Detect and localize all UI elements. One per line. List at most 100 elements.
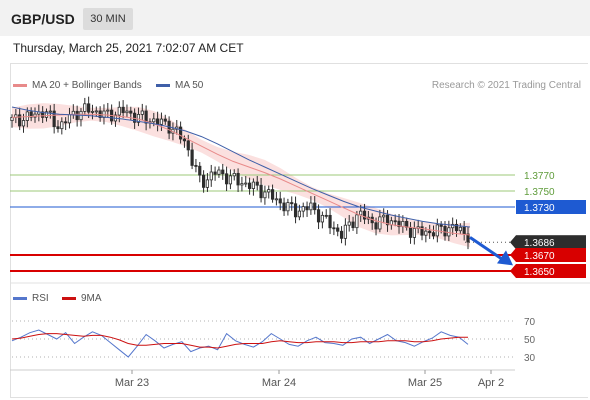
candle-body [351, 221, 355, 229]
rsi-tick-label: 30 [524, 353, 536, 364]
candle-body [374, 222, 378, 230]
candle-body [221, 169, 225, 175]
candle-body [44, 111, 49, 118]
rsi-tick-label: 70 [524, 317, 536, 328]
level-label-pivot: 1.3730 [524, 203, 555, 214]
candle-body [336, 227, 340, 232]
ma50-swatch [156, 83, 170, 87]
candle-body [412, 228, 416, 238]
level-label-pointer [510, 235, 516, 250]
candle-body [182, 138, 187, 142]
candle-body [106, 109, 110, 112]
candle-body [305, 206, 309, 211]
level-label-pointer [510, 248, 516, 262]
candle-body [198, 165, 202, 176]
candle-body [297, 210, 301, 218]
candle-body [328, 214, 332, 229]
legend-ma20-label: MA 20 + Bollinger Bands [32, 80, 142, 91]
candle-body [209, 171, 213, 181]
level-label-resistance: 1.3770 [524, 171, 555, 182]
candle-body [87, 103, 91, 113]
candle-body [355, 214, 359, 229]
candle-body [236, 172, 240, 186]
candle-body [213, 171, 217, 175]
level-label-pointer [510, 264, 516, 278]
candle-body [447, 227, 451, 237]
candle-body [60, 121, 64, 130]
candle-body [347, 221, 351, 226]
candle-body [129, 110, 133, 114]
candle-body [458, 226, 462, 232]
candle-body [451, 224, 455, 229]
candle-body [228, 175, 233, 185]
candle-body [263, 191, 267, 199]
rsi-line [11, 329, 469, 358]
candle-body [90, 110, 95, 113]
legend-ma50: MA 50 [156, 80, 203, 91]
candle-body [324, 214, 328, 217]
candle-body [320, 214, 324, 223]
candle-body [64, 121, 68, 124]
chart-frame [10, 63, 588, 398]
candle-body [56, 126, 60, 130]
candle-body [140, 110, 144, 115]
candle-body [359, 210, 363, 216]
candle-body [313, 202, 317, 211]
x-tick-label: Mar 25 [408, 377, 442, 389]
candle-body [205, 179, 210, 188]
candle-body [94, 110, 98, 113]
candle-body [443, 225, 447, 237]
legend-rsi-label: RSI [32, 293, 49, 304]
candle-body [420, 226, 424, 236]
candle-body [133, 112, 137, 123]
candle-body [18, 114, 22, 127]
candle-body [393, 220, 397, 223]
candle-body [454, 224, 459, 232]
candle-body [117, 106, 121, 116]
legend-rsi-ma-label: 9MA [81, 293, 102, 304]
candle-body [29, 111, 33, 118]
candle-body [244, 182, 248, 185]
timestamp: Thursday, March 25, 2021 7:02:07 AM CET [13, 41, 244, 55]
symbol-title: GBP/USD [11, 11, 75, 27]
candle-body [67, 114, 72, 124]
timeframe-badge[interactable]: 30 MIN [83, 8, 133, 30]
candle-body [270, 189, 275, 200]
candle-body [378, 216, 382, 230]
candle-body [343, 224, 347, 239]
level-label-bg-pivot [516, 200, 586, 214]
candle-body [194, 165, 198, 167]
rsi-ma-swatch [62, 296, 76, 300]
candle-body [424, 230, 428, 236]
level-label-bg-last [516, 235, 586, 250]
candle-body [408, 226, 413, 238]
candle-body [259, 184, 263, 199]
level-label-last: 1.3686 [524, 238, 555, 249]
x-tick-label: Mar 23 [115, 377, 149, 389]
candle-body [293, 203, 298, 218]
candle-body [362, 210, 367, 220]
candle-body [232, 172, 236, 177]
candle-body [156, 118, 160, 125]
x-tick-label: Apr 2 [478, 377, 504, 389]
legend-rsi-ma: 9MA [62, 293, 102, 304]
candle-body [274, 198, 279, 201]
candle-body [286, 202, 290, 212]
candle-body [83, 103, 87, 112]
legend-rsi: RSI [13, 293, 49, 304]
rsi-swatch [13, 296, 27, 300]
candle-body [121, 106, 125, 114]
legend-ma20: MA 20 + Bollinger Bands [13, 80, 142, 91]
candle-body [144, 110, 148, 124]
candle-body [267, 189, 271, 193]
candle-body [52, 110, 56, 128]
candle-body [332, 227, 336, 230]
forecast-arrow-head [497, 250, 513, 266]
candle-body [224, 173, 229, 185]
candle-body [190, 149, 194, 166]
candle-body [255, 181, 259, 186]
candle-body [439, 224, 443, 227]
candle-body [339, 230, 344, 239]
candle-body [431, 232, 436, 237]
candle-body [251, 181, 256, 189]
